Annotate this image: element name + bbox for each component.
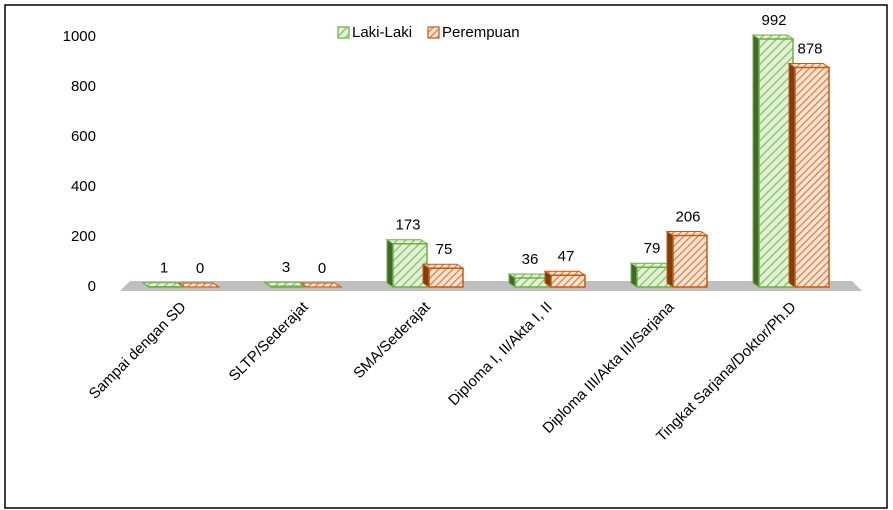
data-label: 47 xyxy=(558,248,575,265)
bar xyxy=(629,262,673,288)
bar-front xyxy=(794,66,830,288)
bar-front xyxy=(636,266,672,288)
bar xyxy=(299,282,343,288)
data-label: 3 xyxy=(282,259,290,276)
bar xyxy=(141,281,185,288)
bar xyxy=(507,273,551,288)
bar-front xyxy=(392,243,428,288)
data-label: 1 xyxy=(160,260,168,277)
data-label: 173 xyxy=(395,217,420,234)
y-tick-label: 400 xyxy=(71,178,96,195)
data-label: 878 xyxy=(797,40,822,57)
legend-label: Perempuan xyxy=(442,24,520,41)
bar-top xyxy=(177,282,221,288)
y-tick-label: 1000 xyxy=(63,28,96,45)
bar xyxy=(385,238,429,288)
data-label: 79 xyxy=(644,240,661,257)
bar-side xyxy=(666,230,674,288)
bar-side xyxy=(386,238,394,288)
bar-front xyxy=(514,277,550,288)
bar-front xyxy=(270,285,306,288)
legend-label: Laki-Laki xyxy=(352,24,412,41)
y-tick-label: 200 xyxy=(71,228,96,245)
data-label: 0 xyxy=(196,260,204,277)
data-label: 206 xyxy=(675,208,700,225)
bar xyxy=(751,34,795,288)
bar-side xyxy=(752,34,760,288)
y-tick-label: 0 xyxy=(88,278,96,295)
bar xyxy=(665,230,709,288)
data-label: 75 xyxy=(436,241,453,258)
bar xyxy=(421,263,465,288)
legend-swatch xyxy=(427,26,440,39)
legend-swatch xyxy=(337,26,350,39)
data-label: 0 xyxy=(318,260,326,277)
bar xyxy=(787,62,831,288)
bar xyxy=(177,282,221,288)
chart-border xyxy=(4,4,888,509)
floor xyxy=(120,281,862,291)
bar-front xyxy=(550,274,586,288)
bar-front xyxy=(672,234,708,288)
bar-front xyxy=(428,267,464,288)
data-label: 992 xyxy=(761,12,786,29)
y-tick-label: 800 xyxy=(71,78,96,95)
bar-side xyxy=(788,62,796,288)
data-label: 36 xyxy=(522,251,539,268)
y-tick-label: 600 xyxy=(71,128,96,145)
bar xyxy=(543,270,587,288)
bar xyxy=(263,281,307,288)
bar-top xyxy=(299,282,343,288)
bar-front xyxy=(758,38,794,288)
